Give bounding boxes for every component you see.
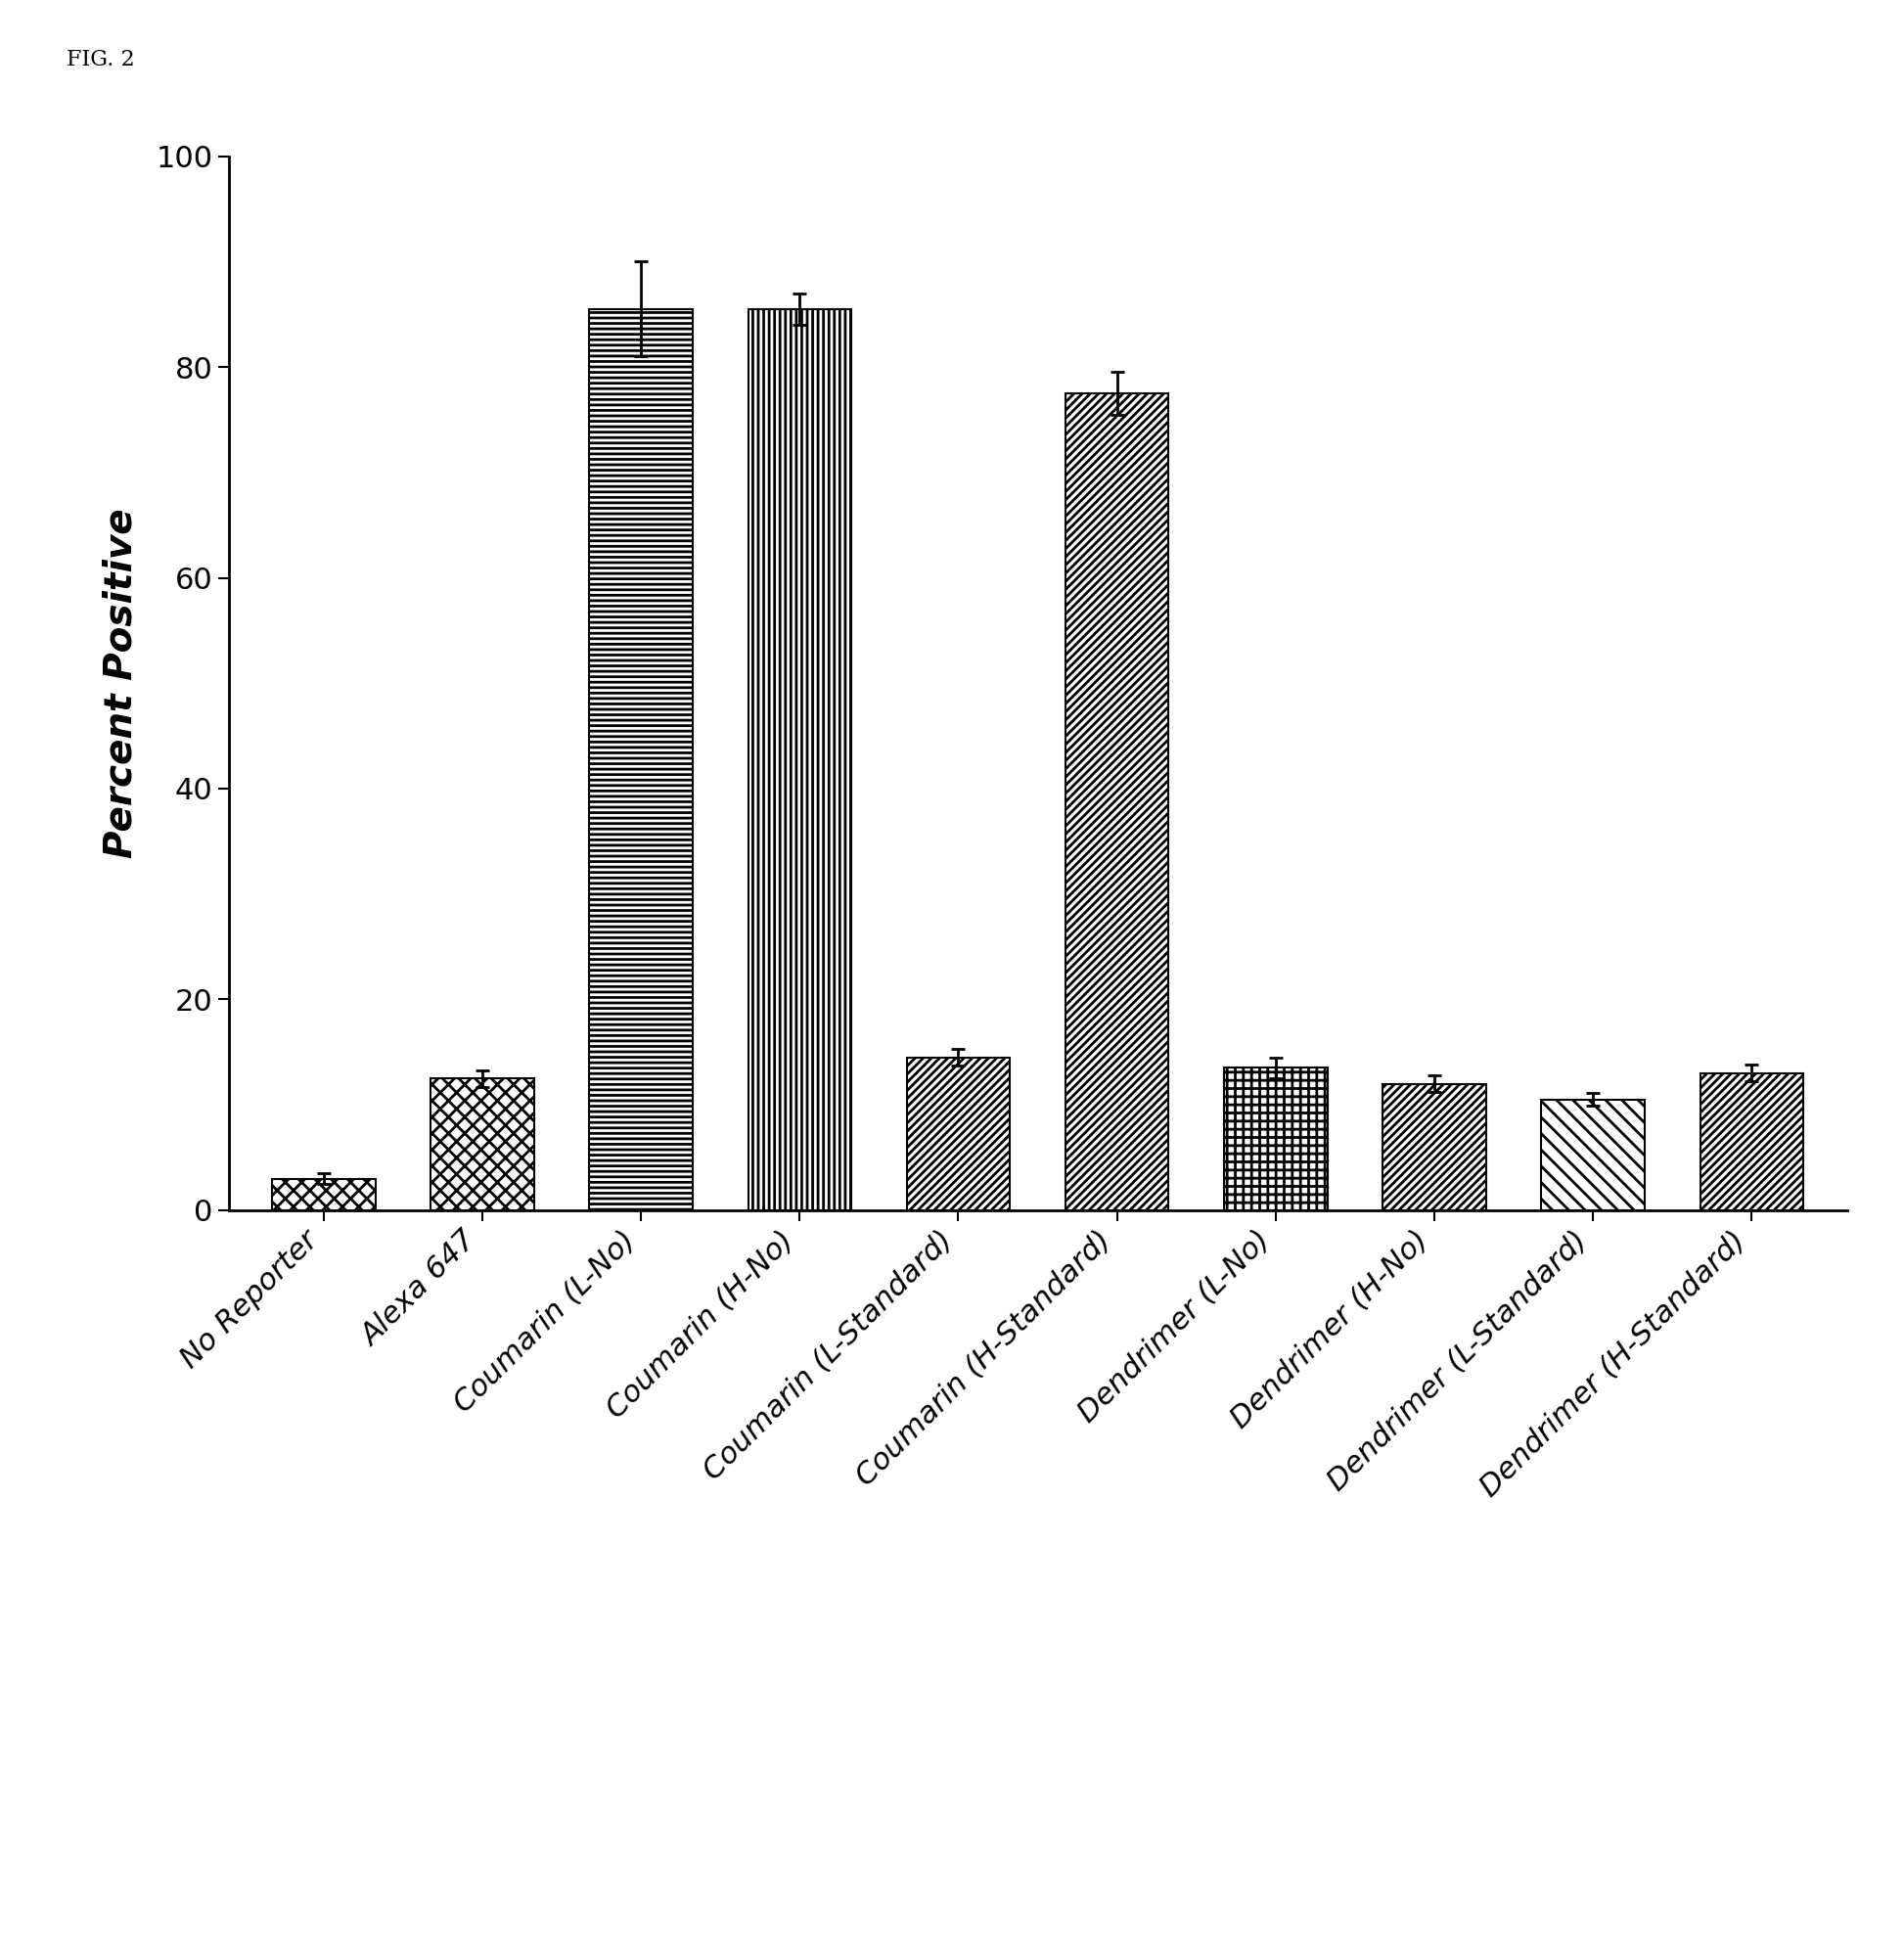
Text: FIG. 2: FIG. 2: [67, 49, 135, 70]
Y-axis label: Percent Positive: Percent Positive: [103, 508, 139, 859]
Bar: [1542, 1099, 1645, 1210]
Bar: [906, 1058, 1009, 1210]
Bar: [1224, 1068, 1327, 1210]
Bar: [430, 1078, 533, 1210]
Bar: [1700, 1074, 1803, 1210]
Bar: [1066, 392, 1169, 1210]
Bar: [272, 1179, 375, 1210]
Bar: [748, 308, 851, 1210]
Bar: [590, 308, 693, 1210]
Bar: [1382, 1083, 1485, 1210]
